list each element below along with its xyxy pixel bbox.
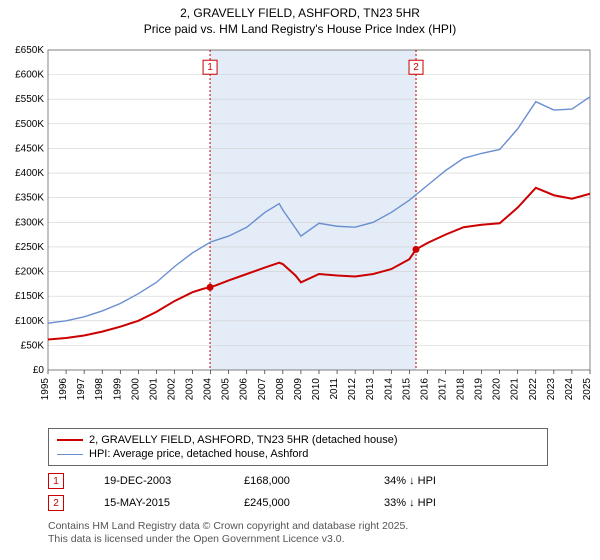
svg-text:1999: 1999: [112, 378, 123, 401]
svg-text:2014: 2014: [383, 378, 394, 401]
svg-text:£150K: £150K: [15, 291, 44, 302]
svg-text:1996: 1996: [58, 378, 69, 401]
svg-text:£500K: £500K: [15, 119, 44, 130]
svg-text:£250K: £250K: [15, 242, 44, 253]
marker-pct: 34% ↓ HPI: [384, 475, 484, 487]
svg-text:£200K: £200K: [15, 267, 44, 278]
chart: £0 £50K £100K £150K £200K £250K £300K £350K £400…: [0, 42, 600, 422]
svg-text:2013: 2013: [365, 378, 376, 401]
svg-text:2008: 2008: [275, 378, 286, 401]
marker-row: 2 15-MAY-2015 £245,000 33% ↓ HPI: [48, 492, 484, 514]
legend-swatch-hpi: [57, 454, 83, 455]
marker-date: 15-MAY-2015: [104, 497, 204, 509]
svg-text:£300K: £300K: [15, 217, 44, 228]
svg-text:1: 1: [207, 62, 213, 73]
legend-swatch-property: [57, 439, 83, 441]
svg-text:2017: 2017: [437, 378, 448, 401]
svg-text:2000: 2000: [130, 378, 141, 401]
legend: 2, GRAVELLY FIELD, ASHFORD, TN23 5HR (de…: [48, 428, 548, 466]
svg-text:2006: 2006: [239, 378, 250, 401]
svg-text:2003: 2003: [185, 378, 196, 401]
svg-text:£600K: £600K: [15, 70, 44, 81]
marker-date: 19-DEC-2003: [104, 475, 204, 487]
legend-label-hpi: HPI: Average price, detached house, Ashf…: [89, 448, 308, 460]
svg-text:2021: 2021: [510, 378, 521, 401]
svg-text:£450K: £450K: [15, 143, 44, 154]
svg-text:2011: 2011: [329, 378, 340, 400]
chart-svg: £0 £50K £100K £150K £200K £250K £300K £350K £400…: [0, 42, 600, 422]
svg-text:2020: 2020: [492, 378, 503, 401]
svg-text:2004: 2004: [203, 378, 214, 401]
legend-row-property: 2, GRAVELLY FIELD, ASHFORD, TN23 5HR (de…: [57, 433, 539, 447]
marker-num-box: 1: [48, 473, 64, 489]
marker-row: 1 19-DEC-2003 £168,000 34% ↓ HPI: [48, 470, 484, 492]
svg-text:2018: 2018: [456, 378, 467, 401]
svg-text:2015: 2015: [401, 378, 412, 401]
chart-title: 2, GRAVELLY FIELD, ASHFORD, TN23 5HR Pri…: [0, 0, 600, 37]
marker-table: 1 19-DEC-2003 £168,000 34% ↓ HPI 2 15-MAY-201…: [48, 470, 484, 514]
svg-text:1998: 1998: [94, 378, 105, 401]
svg-text:£50K: £50K: [21, 340, 45, 351]
svg-text:2001: 2001: [148, 378, 159, 401]
svg-text:£400K: £400K: [15, 168, 44, 179]
svg-text:1997: 1997: [76, 378, 87, 401]
title-line2: Price paid vs. HM Land Registry's House …: [144, 22, 456, 36]
marker-num-box: 2: [48, 495, 64, 511]
svg-text:£0: £0: [33, 365, 45, 376]
footer-line2: This data is licensed under the Open Gov…: [48, 533, 408, 546]
svg-text:2012: 2012: [347, 378, 358, 401]
title-line1: 2, GRAVELLY FIELD, ASHFORD, TN23 5HR: [180, 6, 420, 20]
legend-label-property: 2, GRAVELLY FIELD, ASHFORD, TN23 5HR (de…: [89, 434, 398, 446]
svg-text:2019: 2019: [474, 378, 485, 401]
svg-text:£350K: £350K: [15, 193, 44, 204]
svg-text:2002: 2002: [166, 378, 177, 401]
svg-text:2: 2: [413, 62, 419, 73]
svg-text:1995: 1995: [40, 378, 51, 401]
svg-text:£550K: £550K: [15, 94, 44, 105]
svg-text:2022: 2022: [528, 378, 539, 401]
svg-text:2009: 2009: [293, 378, 304, 401]
legend-row-hpi: HPI: Average price, detached house, Ashf…: [57, 447, 539, 461]
svg-text:2024: 2024: [564, 378, 575, 401]
svg-text:2007: 2007: [257, 378, 268, 401]
footer-line1: Contains HM Land Registry data © Crown c…: [48, 520, 408, 533]
svg-text:£100K: £100K: [15, 316, 44, 327]
svg-text:2016: 2016: [419, 378, 430, 401]
marker-price: £245,000: [244, 497, 344, 509]
marker-price: £168,000: [244, 475, 344, 487]
svg-text:2005: 2005: [221, 378, 232, 401]
svg-text:2025: 2025: [582, 378, 593, 401]
svg-text:2023: 2023: [546, 378, 557, 401]
marker-pct: 33% ↓ HPI: [384, 497, 484, 509]
svg-text:£650K: £650K: [15, 45, 44, 56]
footer: Contains HM Land Registry data © Crown c…: [48, 520, 408, 546]
svg-text:2010: 2010: [311, 378, 322, 401]
